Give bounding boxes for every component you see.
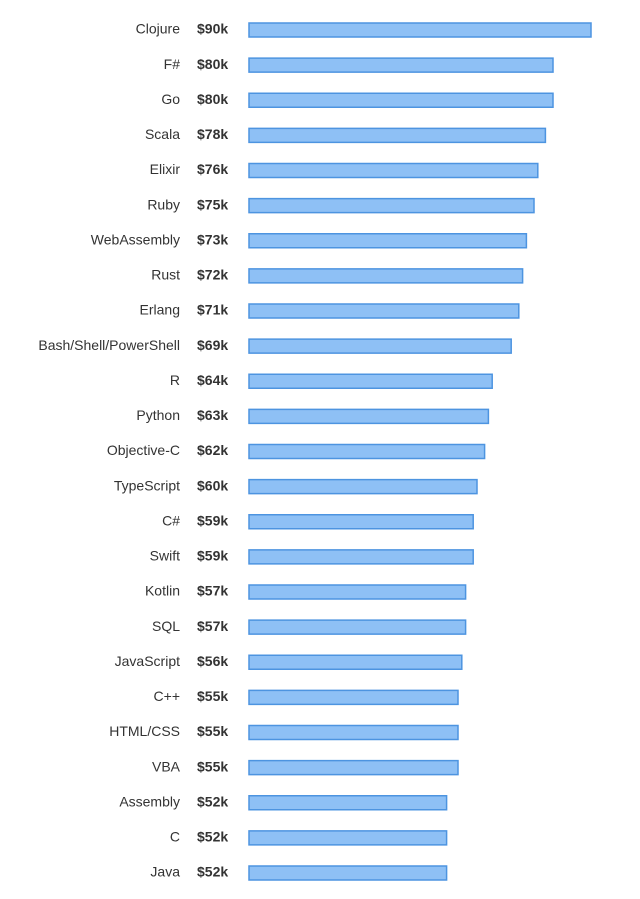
- value-label: $52k: [197, 829, 228, 845]
- bar: [248, 478, 478, 495]
- bar: [248, 338, 512, 354]
- category-label: Rust: [151, 267, 180, 283]
- value-label: $80k: [197, 56, 228, 72]
- category-label: Scala: [145, 126, 180, 142]
- category-label: WebAssembly: [91, 231, 180, 247]
- bar: [248, 830, 448, 846]
- value-label: $78k: [197, 126, 228, 142]
- value-label: $55k: [197, 688, 228, 704]
- category-label: Swift: [150, 548, 180, 564]
- value-label: $52k: [197, 793, 228, 809]
- category-label: Assembly: [119, 793, 180, 809]
- value-label: $62k: [197, 442, 228, 458]
- category-label: Kotlin: [145, 583, 180, 599]
- bar: [248, 689, 459, 706]
- bar: [248, 127, 547, 144]
- bar: [248, 443, 486, 460]
- value-label: $55k: [197, 723, 228, 739]
- value-label: $57k: [197, 583, 228, 599]
- category-label: TypeScript: [114, 477, 180, 493]
- bar: [248, 549, 474, 565]
- value-label: $75k: [197, 196, 228, 212]
- bar: [248, 795, 448, 811]
- bar: [248, 584, 467, 600]
- bar: [248, 373, 493, 389]
- category-label: Go: [161, 91, 180, 107]
- bar: [248, 724, 459, 741]
- value-label: $52k: [197, 864, 228, 880]
- bar: [248, 268, 524, 284]
- bar: [248, 57, 554, 73]
- value-label: $64k: [197, 372, 228, 388]
- bar: [248, 619, 467, 635]
- value-label: $76k: [197, 161, 228, 177]
- value-label: $59k: [197, 548, 228, 564]
- bar: [248, 22, 592, 38]
- category-label: Elixir: [150, 161, 181, 177]
- category-label: Java: [150, 864, 180, 880]
- category-label: SQL: [152, 618, 180, 634]
- category-label: C#: [162, 512, 180, 528]
- category-label: R: [170, 372, 180, 388]
- category-label: Erlang: [140, 302, 180, 318]
- value-label: $63k: [197, 407, 228, 423]
- category-label: JavaScript: [115, 653, 180, 669]
- category-label: Clojure: [136, 21, 181, 37]
- category-label: HTML/CSS: [109, 723, 180, 739]
- bar: [248, 514, 474, 530]
- value-label: $80k: [197, 91, 228, 107]
- value-label: $69k: [197, 337, 228, 353]
- value-label: $56k: [197, 653, 228, 669]
- category-label: Python: [136, 407, 180, 423]
- category-label: VBA: [152, 758, 181, 774]
- bar: [248, 408, 490, 425]
- category-label: C++: [154, 688, 180, 704]
- bar: [248, 233, 528, 249]
- category-label: F#: [164, 56, 181, 72]
- bar: [248, 654, 463, 670]
- bar: [248, 865, 448, 881]
- category-label: C: [170, 829, 180, 845]
- value-label: $59k: [197, 512, 228, 528]
- bar: [248, 303, 520, 319]
- value-label: $90k: [197, 21, 228, 37]
- category-label: Bash/Shell/PowerShell: [38, 337, 180, 353]
- value-label: $72k: [197, 267, 228, 283]
- value-label: $60k: [197, 477, 228, 493]
- category-label: Objective-C: [107, 442, 180, 458]
- value-label: $71k: [197, 302, 228, 318]
- bar: [248, 197, 535, 214]
- bar: [248, 162, 539, 179]
- bar: [248, 759, 459, 776]
- value-label: $57k: [197, 618, 228, 634]
- bar: [248, 92, 554, 108]
- value-label: $55k: [197, 758, 228, 774]
- value-label: $73k: [197, 231, 228, 247]
- category-label: Ruby: [147, 196, 180, 212]
